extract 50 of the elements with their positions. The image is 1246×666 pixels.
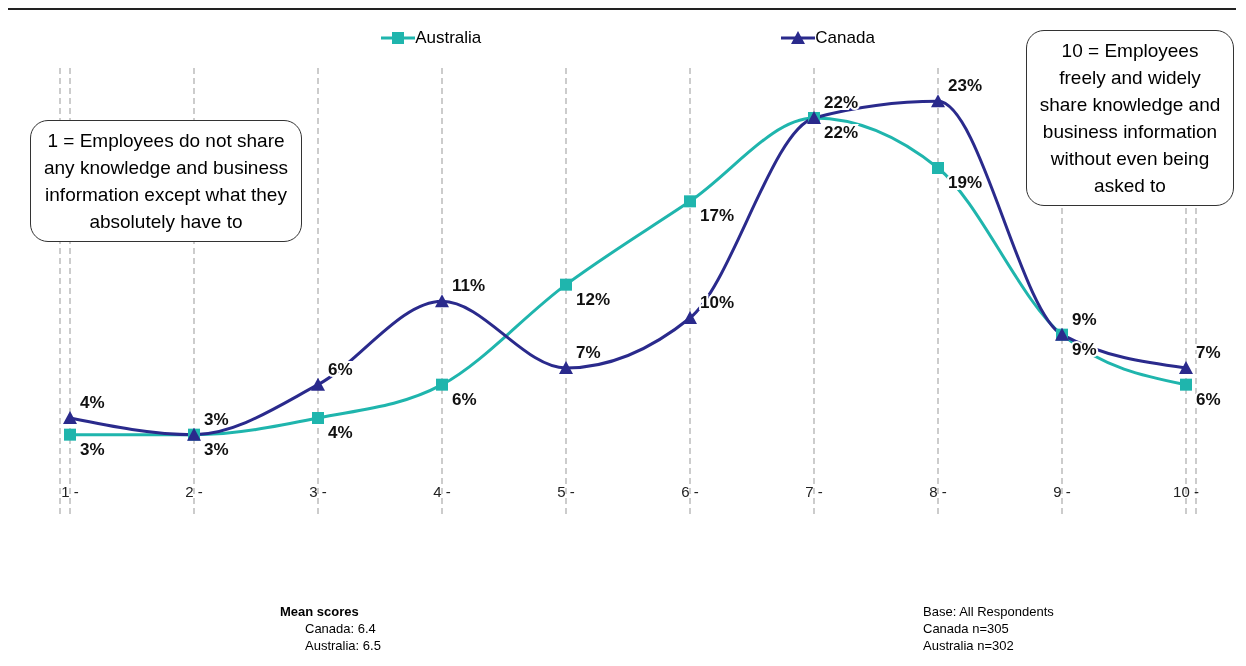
point <box>63 411 77 424</box>
point <box>560 278 572 291</box>
data-label: 9% <box>1072 309 1097 329</box>
point <box>1179 361 1193 374</box>
x-tick-label: 9 - <box>1053 482 1071 500</box>
data-label: 22% <box>824 123 859 142</box>
x-tick-label: 8 - <box>929 482 947 500</box>
x-tick-label: 5 - <box>557 482 575 500</box>
data-label: 3% <box>80 439 105 459</box>
text: Australia n=302 <box>923 638 1014 653</box>
x-tick-label: 4 - <box>433 482 451 500</box>
legend-label: Canada <box>814 28 875 48</box>
x-tick-label: 7 - <box>805 482 823 500</box>
data-label: 6% <box>1196 389 1221 409</box>
x-tick-label: 2 - <box>185 482 203 500</box>
data-label: 4% <box>80 393 105 412</box>
text: Canada: 6.4 <box>305 621 376 636</box>
point <box>931 94 945 108</box>
data-label: 22% <box>824 93 859 112</box>
data-label: 3% <box>204 409 229 429</box>
point <box>559 361 573 374</box>
point <box>435 294 449 308</box>
point <box>436 378 448 391</box>
text: Base: All Respondents <box>923 604 1054 619</box>
data-label: 12% <box>576 289 611 309</box>
data-label: 23% <box>948 76 983 96</box>
point <box>312 412 324 424</box>
x-tick-label: 1 - <box>61 482 79 500</box>
text: Mean scores <box>280 604 359 619</box>
point <box>64 428 76 441</box>
data-label: 6% <box>452 389 477 409</box>
annotation: 1 = Employees do not share any knowledge and business information except what they absolutely have to <box>30 120 302 242</box>
text: Australia: 6.5 <box>305 638 381 653</box>
data-label: 17% <box>700 206 735 226</box>
data-label: 11% <box>452 276 486 296</box>
point <box>311 377 325 391</box>
point <box>1180 378 1192 391</box>
legend-label: Australia <box>414 28 482 48</box>
x-tick-label: 6 - <box>681 482 699 500</box>
data-label: 3% <box>204 439 229 459</box>
data-label: 7% <box>1196 343 1221 362</box>
x-tick-label: 3 - <box>309 482 327 500</box>
point <box>683 311 697 324</box>
x-tick-label: 10 - <box>1173 482 1199 500</box>
annotation: 10 = Employees freely and widely share knowledge and business information without even being asked to <box>1026 30 1234 206</box>
point <box>932 162 944 174</box>
data-label: 4% <box>328 423 353 442</box>
point <box>684 195 696 208</box>
text: Canada n=305 <box>923 621 1009 636</box>
data-label: 7% <box>576 343 601 362</box>
